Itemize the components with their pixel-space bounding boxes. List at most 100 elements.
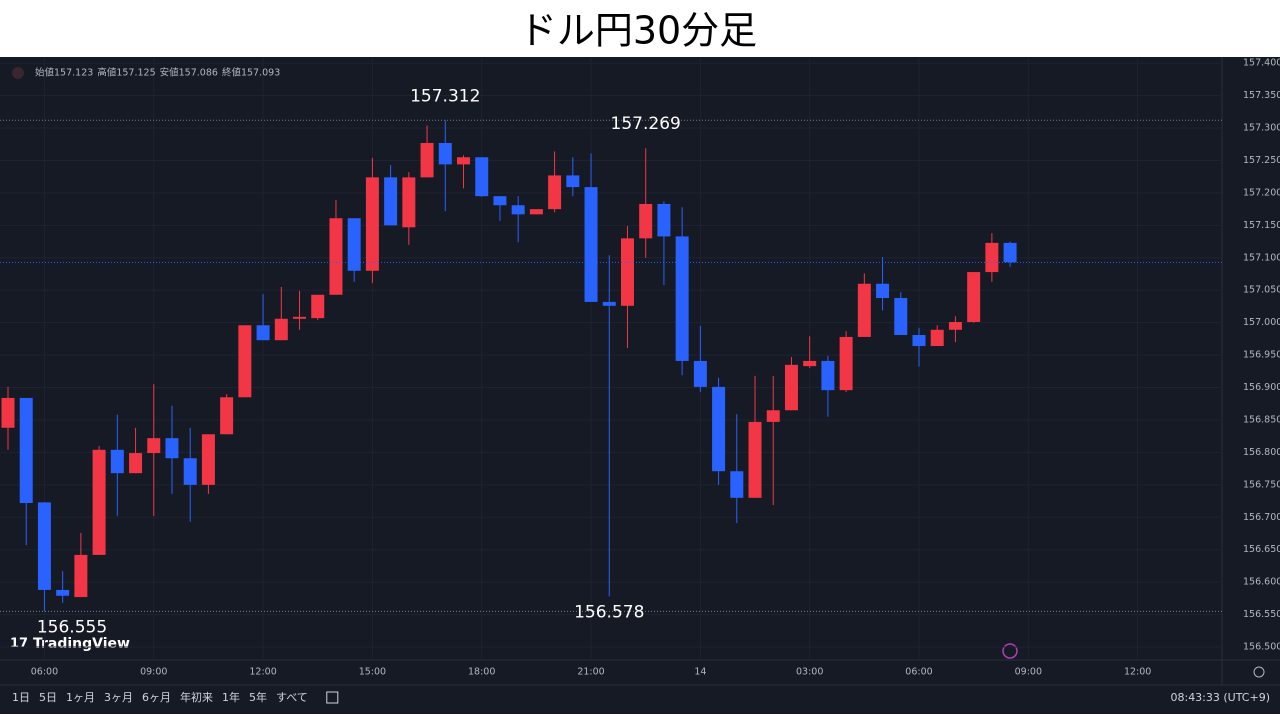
x-tick-label: 06:00: [905, 667, 932, 678]
candle-body: [930, 329, 944, 347]
candle-body: [274, 318, 288, 341]
candle-body: [457, 157, 470, 165]
y-tick-label: 157.250: [1243, 155, 1280, 166]
y-tick-label: 156.550: [1243, 609, 1280, 620]
y-tick-label: 157.400: [1243, 58, 1280, 69]
candle-body: [220, 397, 234, 435]
candle-body: [384, 177, 398, 226]
range-button[interactable]: すべて: [276, 691, 308, 704]
title-band: [0, 0, 1280, 57]
candle-body: [311, 294, 325, 319]
candle-body: [784, 364, 798, 411]
range-button[interactable]: 1年: [222, 690, 240, 704]
candle-body: [730, 471, 744, 498]
candle-body: [201, 434, 215, 485]
candle-body: [293, 316, 307, 319]
x-tick-label: 12:00: [1124, 667, 1151, 678]
candle-body: [766, 410, 780, 422]
candle-body: [821, 360, 835, 391]
legend-value: 157.123: [54, 68, 93, 79]
candle-body: [620, 238, 634, 306]
y-tick-label: 157.300: [1243, 123, 1280, 134]
candle-body: [37, 502, 51, 590]
x-tick-label: 18:00: [468, 667, 495, 678]
candle-body: [74, 554, 88, 598]
chart-title: ドル円30分足: [519, 9, 757, 53]
range-button[interactable]: 1日: [12, 691, 30, 704]
y-tick-label: 156.750: [1243, 479, 1280, 490]
candle-body: [857, 283, 871, 337]
candle-body: [693, 360, 707, 387]
candle-body: [475, 157, 489, 197]
y-tick-label: 156.700: [1243, 512, 1280, 523]
candle-body: [329, 218, 343, 295]
candle-body: [566, 175, 580, 188]
x-tick-label: 15:00: [359, 667, 386, 678]
date-range-icon[interactable]: [326, 691, 339, 704]
legend-value: 157.093: [241, 68, 280, 79]
x-tick-label: 09:00: [1015, 667, 1042, 678]
candle-body: [876, 283, 890, 299]
high-label: 157.312: [410, 86, 480, 106]
candle-body: [839, 336, 853, 391]
symbol-icon: [12, 67, 24, 79]
x-tick-label: 09:00: [140, 667, 167, 678]
range-button[interactable]: 1ヶ月: [66, 691, 95, 704]
high-label: 157.269: [611, 114, 681, 134]
candle-body: [256, 325, 270, 341]
x-tick-label: 06:00: [31, 667, 58, 678]
legend-label: 安値: [160, 67, 180, 79]
legend-value: 157.125: [116, 68, 155, 79]
candle-body: [183, 458, 197, 485]
candle-body: [347, 218, 361, 271]
candle-body: [129, 453, 143, 474]
range-button[interactable]: 5日: [39, 691, 57, 704]
x-tick-label: 21:00: [577, 667, 604, 678]
chart-background: [0, 57, 1280, 714]
y-tick-label: 156.650: [1243, 544, 1280, 555]
candle-body: [420, 142, 434, 178]
range-button[interactable]: 年初来: [180, 690, 213, 704]
candle-body: [602, 301, 616, 306]
range-button[interactable]: 5年: [249, 690, 267, 704]
candle-body: [511, 205, 525, 215]
y-tick-label: 156.500: [1243, 642, 1280, 653]
y-tick-label: 157.050: [1243, 285, 1280, 296]
candle-body: [803, 360, 817, 367]
candle-body: [912, 334, 926, 347]
candle-body: [948, 322, 962, 330]
x-tick-label: 03:00: [796, 667, 823, 678]
legend-value: 157.086: [179, 68, 218, 79]
candle-body: [365, 177, 379, 271]
y-tick-label: 157.100: [1243, 252, 1280, 263]
candle-body: [584, 187, 598, 302]
range-button[interactable]: 3ヶ月: [104, 691, 133, 704]
candle-body: [657, 203, 671, 237]
y-tick-label: 156.600: [1243, 577, 1280, 588]
candle-body: [493, 196, 507, 206]
clock: 08:43:33 (UTC+9): [1170, 691, 1270, 704]
candle-body: [712, 386, 726, 472]
y-tick-label: 156.850: [1243, 414, 1280, 425]
candle-body: [92, 449, 106, 555]
candle-body: [19, 397, 33, 504]
y-tick-label: 157.150: [1243, 220, 1280, 231]
candle-body: [1003, 242, 1017, 263]
candle-body: [56, 589, 70, 596]
candle-body: [748, 421, 762, 498]
candle-body: [438, 142, 452, 165]
candle-body: [110, 449, 124, 474]
low-label: 156.578: [574, 602, 644, 622]
candle-body: [147, 438, 161, 454]
range-button[interactable]: 6ヶ月: [142, 691, 171, 704]
logo-mark: 17: [10, 637, 28, 652]
candle-body: [894, 298, 908, 335]
legend-label: 始値: [35, 67, 55, 79]
candle-body: [639, 203, 653, 239]
candle-body: [967, 272, 981, 323]
x-tick-label: 14: [694, 667, 706, 678]
alert-icon[interactable]: [1002, 643, 1018, 659]
settings-icon[interactable]: [1253, 666, 1265, 678]
